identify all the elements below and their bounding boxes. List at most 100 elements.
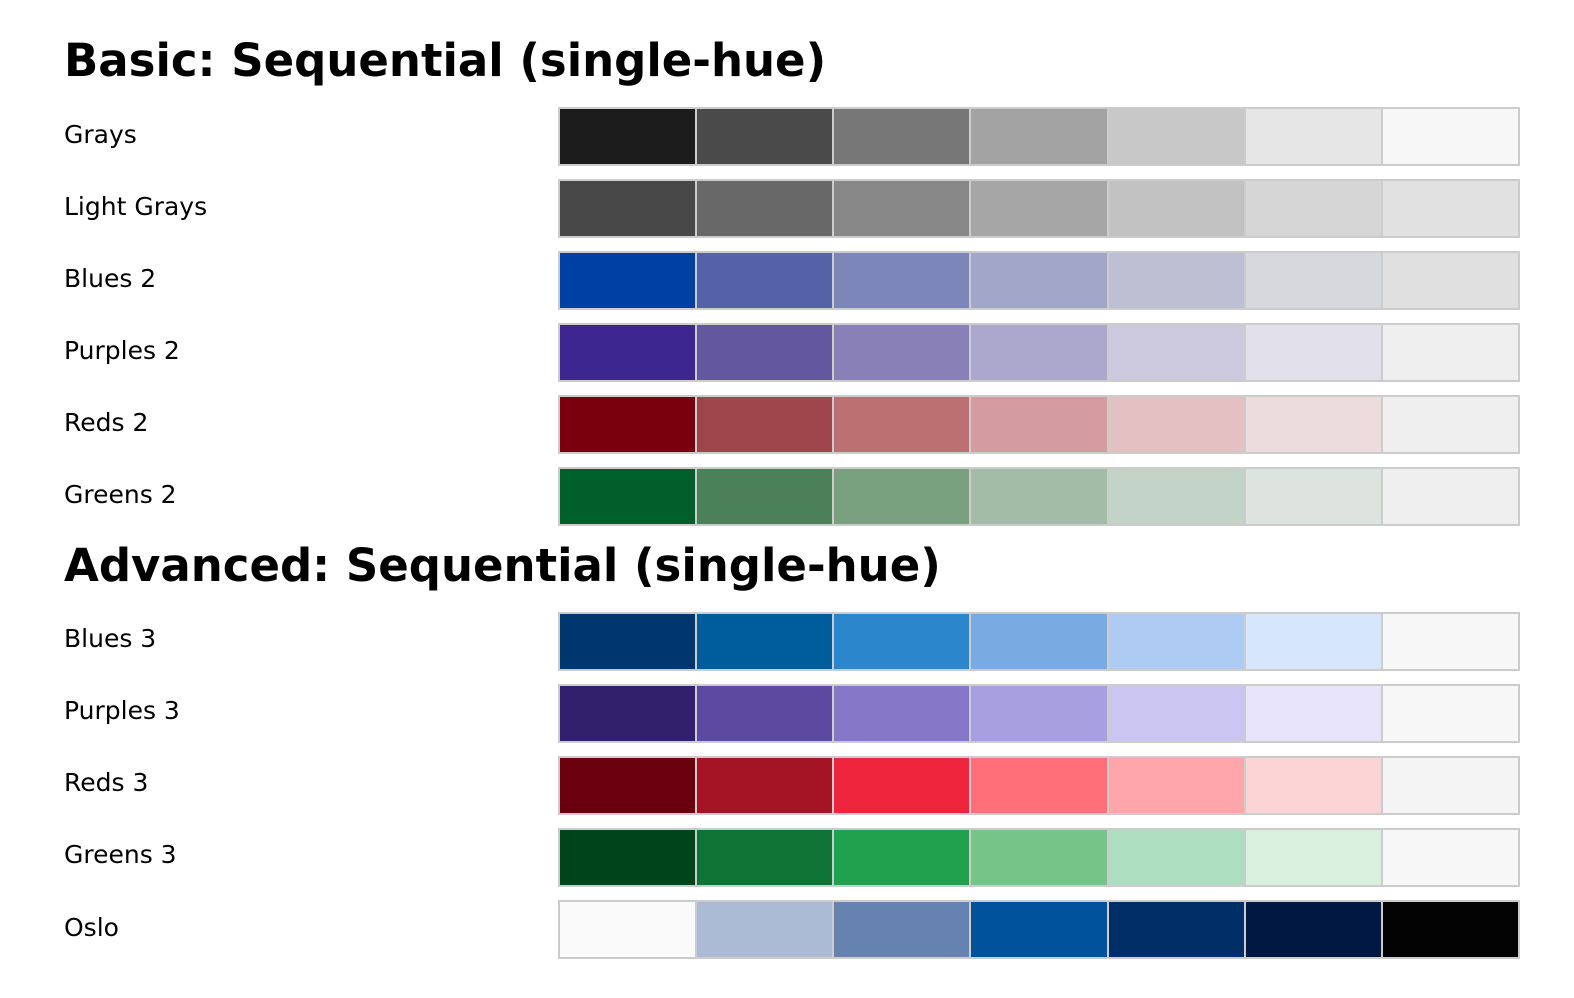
color-swatch — [560, 181, 696, 236]
color-swatch — [1108, 830, 1244, 885]
color-swatch — [697, 686, 833, 741]
color-swatch — [560, 902, 696, 957]
palette-strip-greens-3 — [558, 828, 1520, 887]
color-swatch — [834, 253, 970, 308]
color-swatch — [971, 830, 1107, 885]
color-swatch — [1382, 397, 1518, 452]
palette-label-purples-3: Purples 3 — [64, 696, 180, 725]
palette-label-reds-2: Reds 2 — [64, 408, 149, 437]
color-swatch — [1108, 614, 1244, 669]
color-swatch — [1245, 614, 1381, 669]
color-swatch — [1108, 902, 1244, 957]
color-swatch — [1382, 758, 1518, 813]
palette-strip-blues-2 — [558, 251, 1520, 310]
color-swatch — [560, 469, 696, 524]
color-swatch — [697, 253, 833, 308]
section-title-advanced: Advanced: Sequential (single-hue) — [64, 539, 941, 592]
palette-strip-purples-2 — [558, 323, 1520, 382]
color-swatch — [1108, 109, 1244, 164]
color-swatch — [1108, 758, 1244, 813]
color-swatch — [1245, 325, 1381, 380]
color-swatch — [834, 109, 970, 164]
color-swatch — [834, 830, 970, 885]
color-swatch — [560, 397, 696, 452]
palette-label-oslo: Oslo — [64, 913, 119, 942]
color-swatch — [1245, 686, 1381, 741]
color-swatch — [560, 109, 696, 164]
palette-strip-light-grays — [558, 179, 1520, 238]
palette-label-purples-2: Purples 2 — [64, 336, 180, 365]
color-swatch — [560, 253, 696, 308]
color-swatch — [1108, 325, 1244, 380]
color-swatch — [560, 325, 696, 380]
color-swatch — [834, 181, 970, 236]
palette-label-grays: Grays — [64, 120, 137, 149]
color-swatch — [1108, 253, 1244, 308]
color-swatch — [697, 397, 833, 452]
color-swatch — [1382, 181, 1518, 236]
color-swatch — [971, 397, 1107, 452]
color-swatch — [1245, 253, 1381, 308]
color-swatch — [1108, 397, 1244, 452]
color-swatch — [834, 686, 970, 741]
color-swatch — [1245, 181, 1381, 236]
color-swatch — [697, 325, 833, 380]
palette-strip-purples-3 — [558, 684, 1520, 743]
color-swatch — [560, 758, 696, 813]
color-swatch — [971, 686, 1107, 741]
color-swatch — [697, 830, 833, 885]
color-swatch — [971, 469, 1107, 524]
palette-strip-greens-2 — [558, 467, 1520, 526]
color-swatch — [1382, 830, 1518, 885]
color-swatch — [560, 686, 696, 741]
color-swatch — [1382, 109, 1518, 164]
color-swatch — [834, 397, 970, 452]
color-swatch — [1245, 397, 1381, 452]
color-swatch — [697, 614, 833, 669]
palette-label-greens-3: Greens 3 — [64, 840, 177, 869]
color-swatch — [834, 614, 970, 669]
color-swatch — [697, 758, 833, 813]
color-swatch — [1245, 830, 1381, 885]
color-swatch — [834, 758, 970, 813]
color-swatch — [834, 325, 970, 380]
section-title-basic: Basic: Sequential (single-hue) — [64, 34, 827, 87]
color-swatch — [1382, 614, 1518, 669]
color-swatch — [697, 109, 833, 164]
color-swatch — [1108, 469, 1244, 524]
color-swatch — [1382, 686, 1518, 741]
color-swatch — [697, 902, 833, 957]
palette-label-blues-2: Blues 2 — [64, 264, 157, 293]
palette-label-blues-3: Blues 3 — [64, 624, 157, 653]
color-swatch — [1108, 181, 1244, 236]
palette-strip-oslo — [558, 900, 1520, 959]
color-swatch — [697, 181, 833, 236]
color-swatch — [1382, 469, 1518, 524]
color-swatch — [834, 469, 970, 524]
color-swatch — [1245, 902, 1381, 957]
palette-label-reds-3: Reds 3 — [64, 768, 149, 797]
color-swatch — [971, 902, 1107, 957]
color-swatch — [1108, 686, 1244, 741]
color-swatch — [971, 614, 1107, 669]
color-swatch — [971, 181, 1107, 236]
color-swatch — [1382, 253, 1518, 308]
color-swatch — [560, 614, 696, 669]
color-swatch — [1382, 902, 1518, 957]
palette-strip-reds-2 — [558, 395, 1520, 454]
palette-strip-grays — [558, 107, 1520, 166]
color-swatch — [1382, 325, 1518, 380]
palette-strip-blues-3 — [558, 612, 1520, 671]
palette-label-greens-2: Greens 2 — [64, 480, 177, 509]
color-swatch — [697, 469, 833, 524]
color-swatch — [1245, 469, 1381, 524]
palette-strip-reds-3 — [558, 756, 1520, 815]
palette-label-light-grays: Light Grays — [64, 192, 208, 221]
color-swatch — [971, 253, 1107, 308]
color-swatch — [971, 758, 1107, 813]
color-swatch — [1245, 758, 1381, 813]
color-swatch — [971, 109, 1107, 164]
color-swatch — [834, 902, 970, 957]
color-swatch — [1245, 109, 1381, 164]
color-swatch — [560, 830, 696, 885]
